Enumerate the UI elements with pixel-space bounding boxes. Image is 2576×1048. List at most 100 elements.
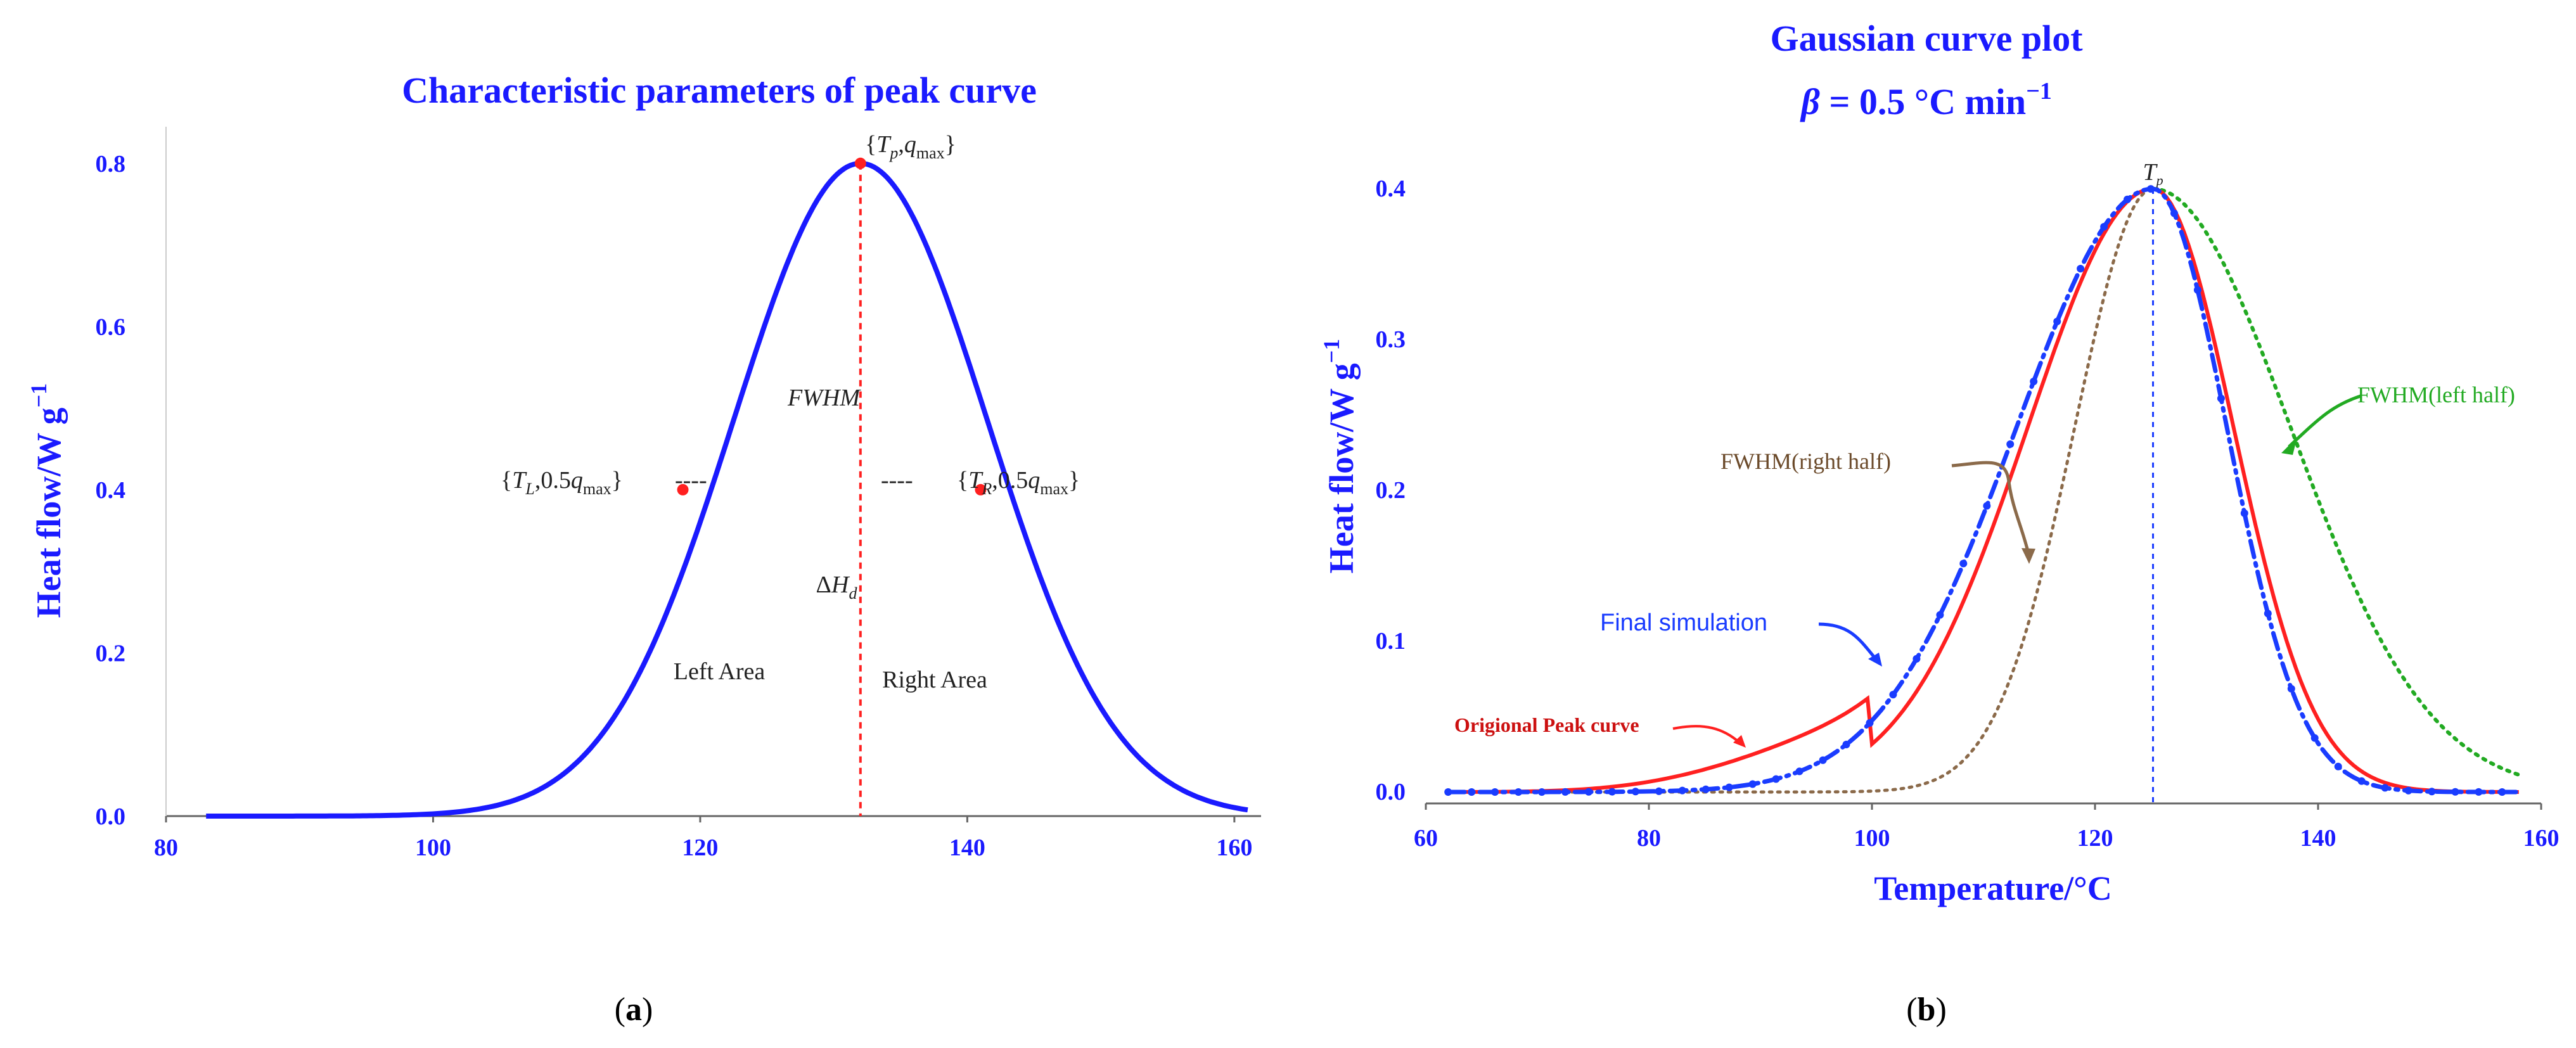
panel-b-peak-label: Tp — [2143, 159, 2163, 188]
panel-b-xtick-label: 160 — [2523, 825, 2560, 852]
panel-a-peak-point — [854, 157, 866, 169]
panel-a-xtick-label: 100 — [415, 834, 451, 861]
panel-b-final-simulation-marker — [2053, 317, 2061, 326]
panel-b-final-simulation-marker — [2404, 786, 2413, 795]
panel-b-fwhm-left-half-arrow — [2288, 394, 2361, 448]
panel-a-right-dashes: ---- — [881, 467, 913, 494]
panel-b-final-simulation-marker — [2334, 762, 2342, 770]
panel-b-final-simulation-marker — [1468, 788, 1476, 796]
panel-b-xtick-label: 80 — [1637, 825, 1661, 852]
panel-b-final-simulation-marker — [1866, 719, 1874, 727]
panel-b-ytick-label: 0.2 — [1376, 477, 1406, 504]
panel-b-final-simulation-marker — [2498, 788, 2506, 796]
panel-b-xtick-label: 100 — [1854, 825, 1890, 852]
panel-b-final-simulation-marker — [1795, 767, 1804, 776]
panel-a-peak-label: {Tp,qmax} — [865, 131, 956, 162]
panel-b-final-simulation-marker — [2006, 440, 2015, 448]
panel-b-original-peak-curve — [1448, 186, 2519, 794]
panel-b-fwhm-right-half-curve — [1446, 187, 2155, 794]
panel-b-final-simulation-marker — [1936, 611, 1944, 619]
panel-a-label: (a) — [615, 992, 653, 1028]
panel-b-ytick-label: 0.4 — [1376, 176, 1406, 202]
panel-a-left-dashes: ---- — [675, 467, 707, 494]
panel-b-final-simulation-marker — [1538, 788, 1546, 796]
panel-b-final-simulation-marker — [2451, 788, 2459, 796]
panel-b-axes: 60 80 100 120 140 160 0.0 0.1 0.2 0.3 0.4 — [1376, 176, 2560, 852]
panel-b-final-simulation-marker — [1725, 783, 1733, 791]
panel-b-final-simulation-marker — [1515, 788, 1523, 796]
panel-b-final-simulation-marker — [1772, 775, 1780, 783]
panel-b-final-simulation-marker — [1842, 741, 1850, 748]
panel-b-label: (b) — [1906, 992, 1947, 1028]
panel-b-xtick-label: 60 — [1414, 825, 1438, 852]
panel-a-ytick-label: 0.2 — [96, 640, 126, 667]
panel-a-xtick-label: 140 — [949, 834, 985, 861]
panel-a: Characteristic parameters of peak curve … — [26, 70, 1261, 1028]
panel-b: Gaussian curve plot β = 0.5 °C min−1 Hea… — [1319, 18, 2560, 1028]
panel-b-final-simulation-marker — [2428, 788, 2436, 796]
panel-a-left-half-point — [677, 483, 689, 495]
panel-b-final-simulation-marker — [1444, 788, 1452, 796]
panel-b-final-simulation-marker — [1913, 655, 1921, 663]
panel-a-dh-label: ΔHd — [816, 572, 858, 603]
panel-a-ytick-label: 0.8 — [96, 151, 126, 177]
panel-b-ytick-label: 0.1 — [1376, 628, 1406, 655]
panel-a-right-area-label: Right Area — [882, 667, 987, 693]
panel-b-final-simulation-label: Final simulation — [1600, 610, 1767, 636]
panel-b-final-simulation-marker — [1608, 788, 1616, 796]
panel-b-title: Gaussian curve plot — [1770, 18, 2083, 59]
panel-b-final-simulation-marker — [1889, 691, 1897, 699]
panel-b-final-simulation-marker — [1491, 788, 1499, 796]
panel-b-final-simulation-marker — [1748, 780, 1757, 788]
panel-b-original-peak-arrow — [1672, 725, 1741, 744]
panel-b-final-simulation-marker — [2100, 222, 2108, 231]
panel-a-ytick-label: 0.6 — [96, 314, 126, 340]
panel-b-final-simulation-marker — [1561, 788, 1569, 796]
panel-b-final-simulation-marker — [2170, 209, 2178, 217]
panel-b-final-simulation-marker — [2193, 286, 2201, 294]
panel-b-final-simulation-marker — [2381, 784, 2389, 792]
panel-a-right-label: {TR,0.5qmax} — [957, 467, 1080, 498]
panel-a-right-half-point — [975, 483, 987, 495]
panel-b-final-simulation-marker — [2147, 185, 2155, 193]
panel-b-fwhm-right-half-label: FWHM(right half) — [1721, 449, 1891, 474]
panel-b-xtick-label: 120 — [2077, 825, 2113, 852]
panel-b-final-simulation-marker — [2030, 378, 2038, 385]
panel-a-axes: 80 100 120 140 160 0.0 0.2 0.4 0.6 0.8 — [96, 127, 1261, 861]
panel-b-original-peak-arrowhead — [1733, 735, 1746, 748]
panel-b-final-simulation-arrow — [1818, 622, 1877, 660]
panel-b-final-simulation-marker — [2077, 265, 2085, 272]
panel-b-final-simulation-marker — [2310, 734, 2319, 742]
panel-b-final-simulation-marker — [1585, 788, 1592, 796]
panel-b-final-simulation-marker — [1819, 756, 1827, 764]
panel-b-final-simulation-marker — [1959, 559, 1968, 568]
panel-b-fwhm-left-half-curve — [2151, 187, 2521, 777]
panel-b-final-simulation-marker — [1655, 787, 1663, 795]
panel-a-ylabel: Heat flow/W g−1 — [26, 383, 68, 618]
panel-a-left-label: {TL,0.5qmax} — [501, 467, 623, 498]
panel-b-final-simulation-marker — [2475, 788, 2483, 796]
panel-a-xtick-label: 80 — [154, 834, 178, 861]
panel-b-final-simulation-marker — [1631, 788, 1639, 796]
panel-b-fwhm-left-half-arrowhead — [2281, 437, 2297, 455]
panel-b-subtitle: β = 0.5 °C min−1 — [1800, 78, 2052, 122]
panel-b-final-simulation-marker — [1701, 785, 1710, 793]
panel-b-ylabel: Heat flow/W g−1 — [1319, 339, 1361, 573]
panel-a-left-area-label: Left Area — [674, 658, 766, 685]
panel-b-final-simulation-arrowhead — [1868, 653, 1882, 667]
panel-b-final-simulation-marker — [2217, 394, 2225, 402]
panel-b-final-simulation-marker — [2264, 610, 2272, 618]
panel-b-final-simulation-marker — [2124, 195, 2131, 203]
panel-a-title: Characteristic parameters of peak curve — [402, 70, 1037, 111]
panel-b-ytick-label: 0.0 — [1376, 779, 1406, 805]
panel-a-ytick-label: 0.0 — [96, 803, 126, 830]
panel-b-final-simulation-marker — [2357, 777, 2366, 785]
panel-b-final-simulation-marker — [1678, 786, 1686, 795]
panel-b-final-simulation-curve — [1445, 186, 2522, 795]
panel-a-ytick-label: 0.4 — [96, 477, 126, 504]
panel-b-final-simulation-markers — [1444, 185, 2506, 796]
panel-b-final-simulation-marker — [2287, 685, 2295, 693]
panel-b-original-peak-label: Origional Peak curve — [1454, 713, 1639, 736]
panel-a-xtick-label: 120 — [682, 834, 718, 861]
